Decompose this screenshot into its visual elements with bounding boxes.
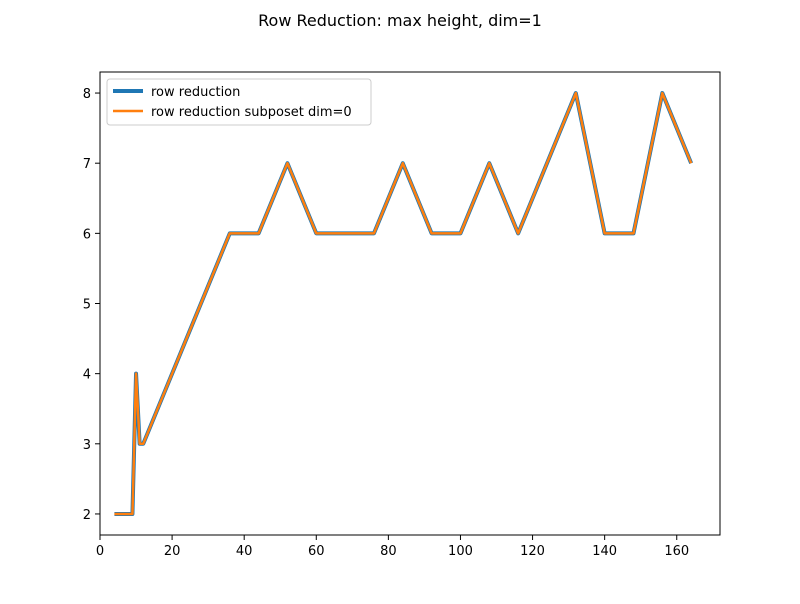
legend-label-subposet: row reduction subposet dim=0: [151, 105, 352, 120]
series-line-subposet-dim0: [114, 91, 693, 516]
x-tick-label: 0: [96, 544, 104, 559]
x-tick-label: 120: [520, 544, 545, 559]
y-tick-label: 5: [83, 298, 91, 313]
x-tick-label: 160: [664, 544, 689, 559]
y-tick-label: 3: [83, 438, 91, 453]
x-tick-label: 20: [164, 544, 181, 559]
series-layer: [114, 91, 694, 516]
x-tick-label: 80: [380, 544, 397, 559]
x-tick-label: 40: [236, 544, 253, 559]
chart-title: Row Reduction: max height, dim=1: [258, 11, 542, 30]
y-tick-label: 7: [83, 157, 91, 172]
y-tick-label: 6: [83, 227, 91, 242]
legend-label-row-reduction: row reduction: [151, 85, 240, 100]
y-tick-label: 2: [83, 508, 91, 523]
y-tick-label: 4: [83, 368, 91, 383]
axes-frame: [99, 71, 721, 536]
x-axis: 0 20 40 60 80 100 120 140 160: [96, 535, 689, 559]
x-tick-label: 140: [592, 544, 617, 559]
x-tick-label: 100: [448, 544, 473, 559]
y-tick-label: 8: [83, 87, 91, 102]
x-tick-label: 60: [308, 544, 325, 559]
legend-box: [106, 78, 372, 126]
legend: row reduction row reduction subposet dim…: [106, 78, 372, 126]
y-axis: 2 3 4 5 6 7 8: [83, 87, 100, 523]
